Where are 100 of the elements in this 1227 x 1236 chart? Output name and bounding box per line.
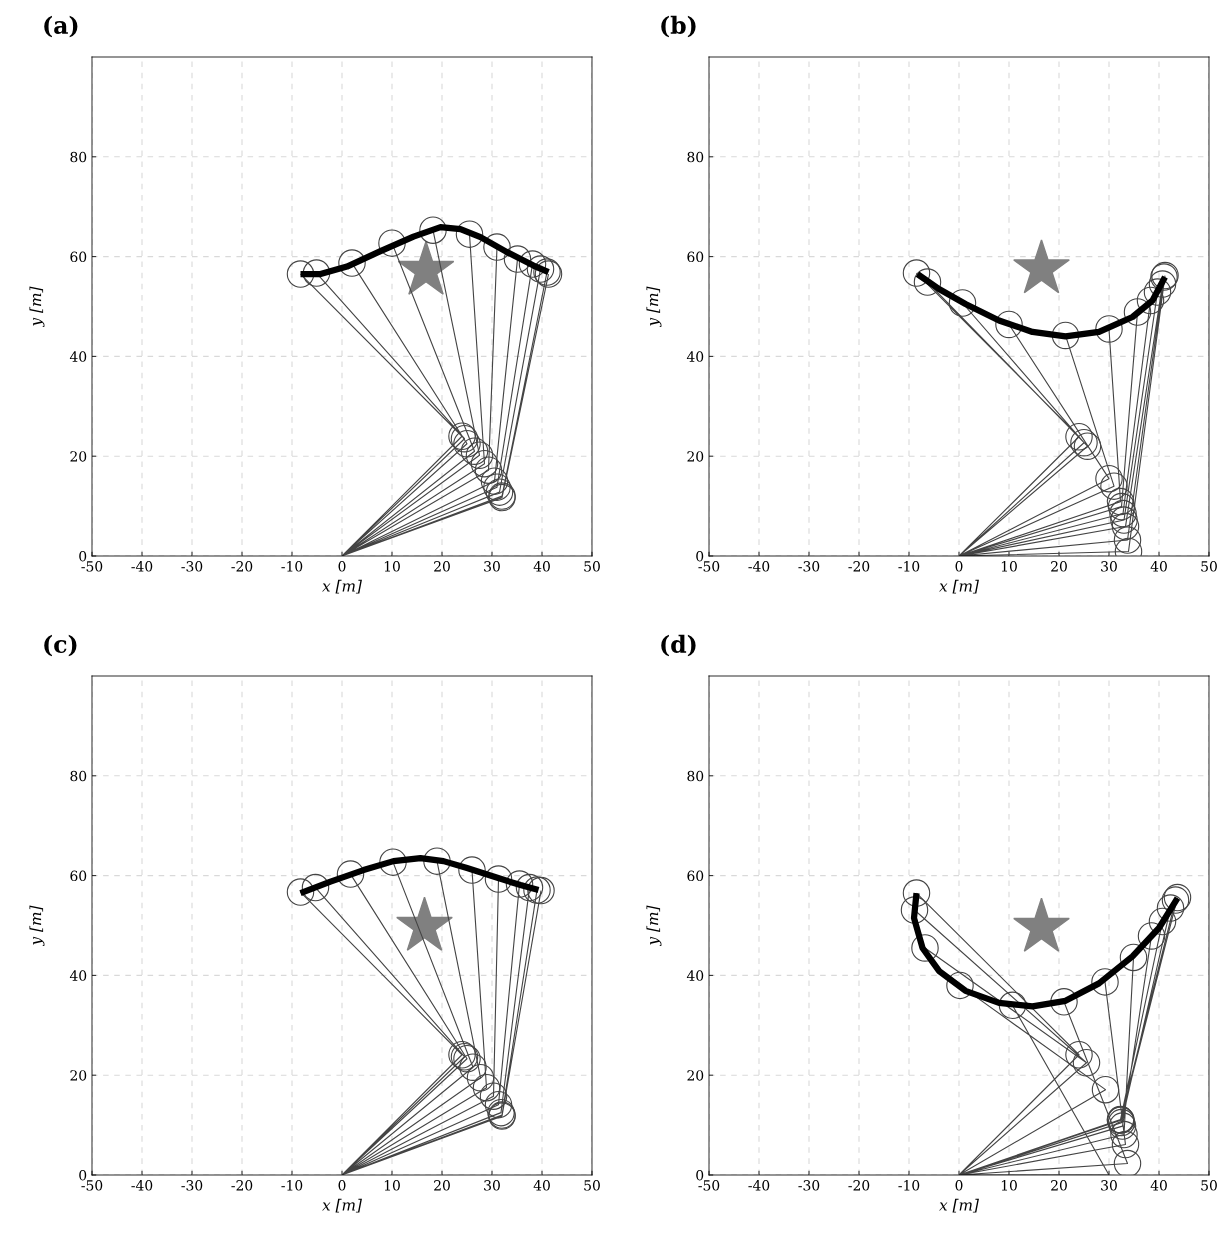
point [1072, 1048, 1101, 1077]
x-axis-title: x [m] [939, 579, 979, 594]
point [480, 467, 509, 495]
x-tick-label: 50 [584, 561, 600, 572]
chart-title: (b) [661, 15, 696, 38]
x-axis-title: x [m] [322, 1198, 362, 1213]
point [483, 473, 511, 501]
x-tick-label: 40 [533, 561, 550, 572]
point [1113, 1149, 1142, 1175]
y-tick-label: 40 [686, 351, 704, 362]
point [1065, 1040, 1093, 1069]
y-tick-label: 80 [687, 770, 704, 782]
y-tick-label: 20 [687, 1070, 704, 1081]
y-tick-label: 80 [70, 770, 87, 782]
x-tick-label: -30 [181, 1180, 203, 1191]
point [453, 429, 481, 458]
x-tick-label: 0 [955, 561, 963, 572]
y-tick-label: 0 [79, 1169, 87, 1181]
x-tick-label: 40 [1150, 1180, 1167, 1191]
point [301, 873, 330, 902]
point [1111, 1130, 1140, 1159]
point [1107, 492, 1136, 521]
point [286, 878, 315, 906]
point [948, 289, 977, 317]
point [1148, 270, 1177, 298]
point [460, 437, 489, 465]
point [466, 1063, 495, 1092]
x-tick-label: 10 [1001, 1180, 1017, 1191]
x-tick-label: -40 [748, 561, 770, 572]
x-tick-label: -10 [281, 1180, 303, 1191]
x-tick-label: -40 [131, 1180, 153, 1191]
point [1091, 1075, 1120, 1104]
point [302, 259, 331, 287]
x-tick-label: 20 [1051, 1180, 1067, 1191]
point [336, 860, 365, 888]
x-tick-label: 30 [484, 1180, 500, 1191]
point [1095, 464, 1123, 493]
point [515, 873, 544, 902]
y-axis-title: y [m] [646, 286, 662, 328]
x-tick-label: 30 [1101, 561, 1117, 572]
x-tick-label: -30 [798, 561, 820, 572]
y-tick-label: 40 [69, 970, 87, 981]
x-tick-label: 30 [484, 561, 500, 572]
point [379, 848, 407, 876]
point [1111, 512, 1140, 541]
point [1123, 298, 1152, 326]
point [1050, 988, 1078, 1016]
point [378, 229, 406, 257]
y-tick-label: 60 [687, 870, 704, 882]
x-tick-label: -40 [748, 1180, 770, 1191]
point [1106, 487, 1135, 516]
x-tick-label: 0 [338, 561, 346, 572]
point [474, 456, 503, 484]
y-tick-label: 20 [70, 1070, 87, 1081]
point [1156, 894, 1185, 922]
point [1148, 907, 1177, 936]
x-tick-label: 50 [584, 1180, 600, 1191]
y-tick-label: 60 [70, 251, 87, 263]
point [900, 896, 929, 924]
y-tick-label: 0 [696, 550, 704, 562]
x-tick-label: 20 [434, 1180, 450, 1191]
x-tick-label: 30 [1101, 1180, 1117, 1191]
point [1051, 321, 1080, 350]
point [1110, 1120, 1138, 1149]
x-tick-label: -50 [81, 561, 103, 572]
point [458, 856, 486, 884]
y-tick-label: 80 [70, 151, 87, 163]
point [902, 879, 931, 907]
point [419, 216, 447, 244]
y-tick-label: 20 [70, 451, 87, 462]
point [911, 934, 939, 962]
x-tick-label: 50 [1201, 1180, 1217, 1191]
chart-title: (c) [44, 634, 77, 657]
x-tick-label: 0 [338, 1180, 346, 1191]
x-tick-label: 20 [1051, 561, 1067, 572]
y-tick-label: 80 [687, 151, 704, 163]
x-axis-title: x [m] [322, 579, 362, 594]
x-tick-label: -50 [698, 561, 720, 572]
x-tick-label: -30 [181, 561, 203, 572]
y-axis-title: y [m] [29, 905, 45, 947]
y-tick-label: 0 [79, 550, 87, 562]
x-tick-label: -10 [281, 561, 303, 572]
point [998, 991, 1027, 1020]
x-tick-label: -20 [231, 1180, 253, 1191]
point [1091, 968, 1119, 996]
point [1143, 278, 1172, 306]
point [1119, 943, 1148, 972]
y-tick-label: 40 [686, 970, 704, 981]
chart-title: (d) [661, 634, 696, 657]
point [479, 1082, 508, 1110]
point [503, 245, 532, 273]
x-tick-label: -50 [81, 1180, 103, 1191]
x-tick-label: -40 [131, 561, 153, 572]
y-tick-label: 20 [687, 451, 704, 462]
x-tick-label: -10 [898, 561, 920, 572]
y-tick-label: 60 [70, 870, 87, 882]
y-tick-label: 60 [687, 251, 704, 263]
x-axis-title: x [m] [939, 1198, 979, 1213]
x-tick-label: -30 [798, 1180, 820, 1191]
point [423, 847, 451, 875]
